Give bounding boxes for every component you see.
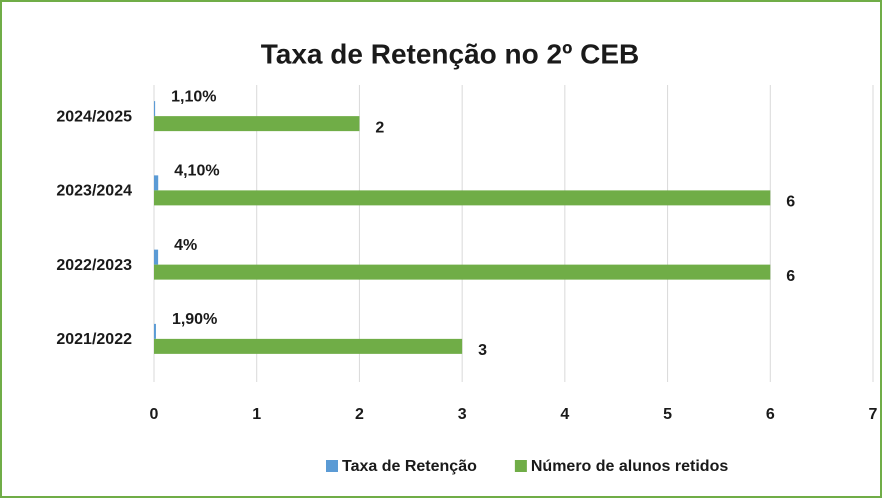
x-tick-label: 1 <box>252 406 261 423</box>
data-label: 4,10% <box>174 163 219 180</box>
bar <box>154 338 463 354</box>
y-tick-label: 2022/2023 <box>56 257 132 274</box>
x-tick-label: 4 <box>560 406 569 423</box>
x-tick-label: 6 <box>766 406 775 423</box>
y-tick-label: 2024/2025 <box>56 108 132 125</box>
bar <box>154 175 159 191</box>
bar <box>154 116 360 132</box>
bar <box>154 101 156 117</box>
x-tick-label: 2 <box>355 406 364 423</box>
data-label: 1,10% <box>171 88 216 105</box>
legend-label: Número de alunos retidos <box>531 458 728 475</box>
legend-swatch <box>514 460 527 472</box>
y-tick-label: 2023/2024 <box>56 183 132 200</box>
legend-swatch <box>326 460 338 472</box>
y-tick-label: 2021/2022 <box>56 331 132 348</box>
x-tick-label: 0 <box>150 406 159 423</box>
bar <box>154 264 771 280</box>
chart-title: Taxa de Retenção no 2º CEB <box>261 38 639 69</box>
data-label: 3 <box>478 342 487 359</box>
bar <box>154 190 771 206</box>
data-label: 6 <box>786 268 795 285</box>
data-label: 1,90% <box>172 311 217 328</box>
x-tick-label: 7 <box>869 406 878 423</box>
x-tick-label: 5 <box>663 406 672 423</box>
legend-label: Taxa de Retenção <box>342 458 477 475</box>
bar <box>154 323 156 339</box>
data-label: 6 <box>786 194 795 211</box>
bar <box>154 249 159 265</box>
x-tick-label: 3 <box>458 406 467 423</box>
data-label: 2 <box>375 119 384 136</box>
data-label: 4% <box>174 237 197 254</box>
